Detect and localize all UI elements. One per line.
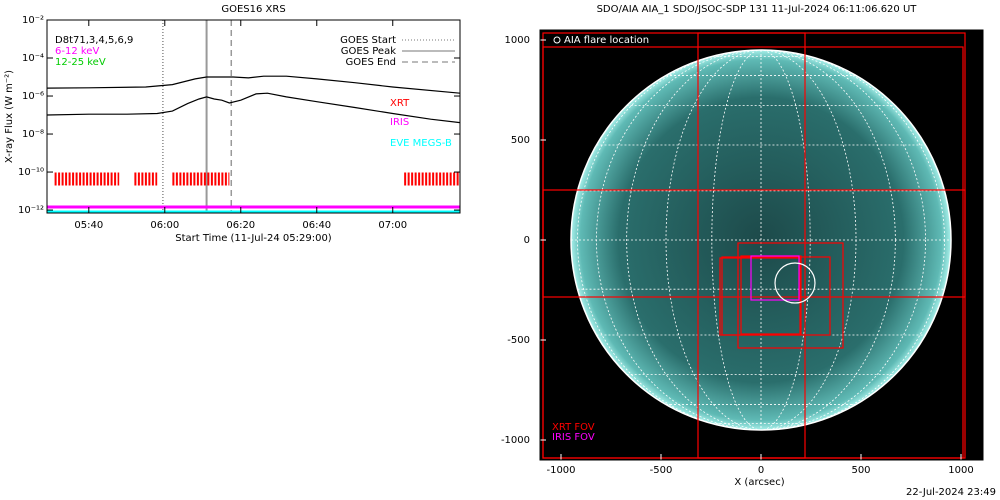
y-tick-label: -1000 bbox=[501, 435, 530, 446]
plot-area: XRT IRIS EVE MEGS-B bbox=[47, 20, 460, 213]
fov-box bbox=[737, 242, 844, 349]
legend-symbol bbox=[553, 36, 561, 44]
y-tick-label: 10⁻⁶ bbox=[22, 91, 44, 102]
y-tick-label: 10⁻¹⁰ bbox=[18, 167, 44, 178]
legend-label: AIA flare location bbox=[564, 35, 649, 46]
plot-frame bbox=[46, 19, 461, 214]
x-tick-label: 05:40 bbox=[74, 220, 103, 231]
fov-label: IRIS FOV bbox=[552, 432, 595, 443]
flux-line bbox=[47, 75, 460, 94]
y-tick-label: 10⁻⁴ bbox=[22, 53, 44, 64]
x-tick-label: 500 bbox=[851, 465, 870, 476]
map-frame bbox=[539, 29, 984, 461]
limb bbox=[570, 49, 952, 431]
y-tick-label: 1000 bbox=[505, 35, 530, 46]
y-tick-label: 10⁻² bbox=[22, 15, 44, 26]
y-axis-label: X-ray Flux (W m⁻²) bbox=[4, 70, 15, 163]
x-tick-label: -500 bbox=[650, 465, 673, 476]
fov-box bbox=[719, 257, 801, 336]
x-tick-label: 0 bbox=[758, 465, 764, 476]
coverage-label: IRIS bbox=[390, 117, 409, 128]
fov-box bbox=[697, 32, 806, 459]
flux-line bbox=[47, 92, 460, 124]
legend-label: GOES Start bbox=[340, 35, 396, 46]
y-tick-label: 500 bbox=[511, 135, 530, 146]
y-tick-label: 10⁻⁸ bbox=[22, 129, 44, 140]
coverage-label: XRT bbox=[390, 98, 410, 109]
y-tick-label: 10⁻¹² bbox=[18, 205, 44, 216]
fov-box bbox=[542, 189, 966, 298]
x-tick-label: 07:00 bbox=[378, 220, 407, 231]
detector-label: 12-25 keV bbox=[55, 57, 106, 68]
footer: 22-Jul-2024 23:49 bbox=[906, 487, 996, 498]
flare-location bbox=[774, 262, 816, 304]
legend-label: GOES Peak bbox=[341, 46, 396, 57]
map-area bbox=[542, 32, 966, 459]
x-tick-label: 06:20 bbox=[226, 220, 255, 231]
x-tick-label: 06:40 bbox=[302, 220, 331, 231]
chart-title: SDO/AIA AIA_1 SDO/JSOC-SDP 131 11-Jul-20… bbox=[597, 4, 918, 15]
x-tick-label: 1000 bbox=[948, 465, 973, 476]
chart-title: GOES16 XRS bbox=[221, 4, 285, 15]
y-tick-label: -500 bbox=[507, 335, 530, 346]
detector-label: 6-12 keV bbox=[55, 46, 99, 57]
x-axis-label: Start Time (11-Jul-24 05:29:00) bbox=[175, 233, 332, 244]
fov-box bbox=[750, 255, 800, 301]
fov-label: XRT FOV bbox=[552, 422, 595, 433]
x-tick-label: 06:00 bbox=[150, 220, 179, 231]
x-tick-label: -1000 bbox=[546, 465, 575, 476]
coverage-label: EVE MEGS-B bbox=[390, 138, 452, 149]
detector-label: D8t71,3,4,5,6,9 bbox=[55, 35, 133, 46]
legend-label: GOES End bbox=[346, 57, 396, 68]
x-axis-label: X (arcsec) bbox=[734, 477, 784, 488]
y-tick-label: 0 bbox=[524, 235, 530, 246]
